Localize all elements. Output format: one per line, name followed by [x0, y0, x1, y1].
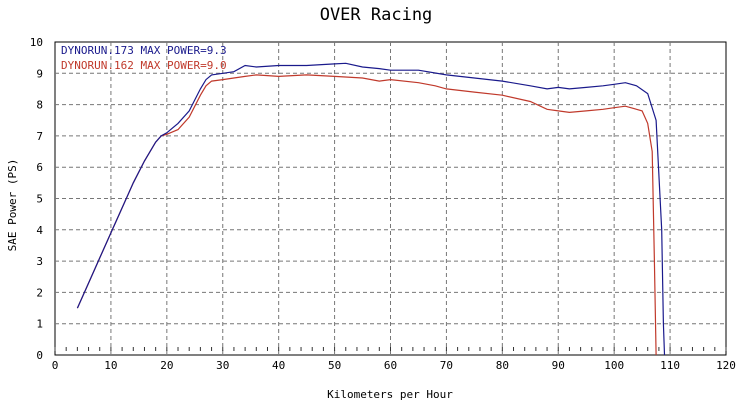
y-tick-labels: 0 1 2 3 4 5 6 7 8 9 10	[30, 36, 44, 362]
x-tick-label: 100	[604, 359, 624, 372]
x-tick-label: 20	[160, 359, 173, 372]
series-lines	[76, 62, 666, 356]
y-tick-label: 1	[36, 318, 43, 331]
x-tick-label: 40	[272, 359, 285, 372]
x-tick-label: 30	[216, 359, 229, 372]
x-tick-label: 50	[328, 359, 341, 372]
y-axis-label: SAE Power (PS)	[6, 159, 19, 252]
y-tick-label: 6	[36, 161, 43, 174]
y-tick-label: 7	[36, 130, 43, 143]
y-tick-label: 0	[36, 349, 43, 362]
legend: DYNORUN.173 MAX POWER=9.3 DYNORUN.162 MAX…	[61, 44, 227, 72]
x-tick-label: 10	[104, 359, 117, 372]
series-line	[76, 62, 666, 356]
x-tick-label: 120	[716, 359, 736, 372]
x-tick-label: 60	[384, 359, 397, 372]
chart-title: OVER Racing	[320, 5, 433, 25]
y-tick-label: 9	[36, 67, 43, 80]
minor-tick-marks	[54, 347, 727, 351]
x-axis-label: Kilometers per Hour	[327, 388, 453, 401]
legend-entry: DYNORUN.162 MAX POWER=9.0	[61, 59, 227, 72]
grid	[55, 42, 726, 355]
x-tick-label: 110	[660, 359, 680, 372]
legend-entry: DYNORUN.173 MAX POWER=9.3	[61, 44, 227, 57]
x-tick-labels: 0 10 20 30 40 50 60 70 80 90 100 110 120	[52, 359, 736, 372]
y-tick-label: 5	[36, 193, 43, 206]
y-tick-label: 10	[30, 36, 43, 49]
y-tick-label: 8	[36, 99, 43, 112]
y-tick-label: 4	[36, 224, 43, 237]
y-tick-label: 2	[36, 286, 43, 299]
x-tick-label: 0	[52, 359, 59, 372]
y-tick-label: 3	[36, 255, 43, 268]
x-tick-label: 90	[552, 359, 565, 372]
x-tick-label: 70	[440, 359, 453, 372]
x-tick-label: 80	[496, 359, 509, 372]
